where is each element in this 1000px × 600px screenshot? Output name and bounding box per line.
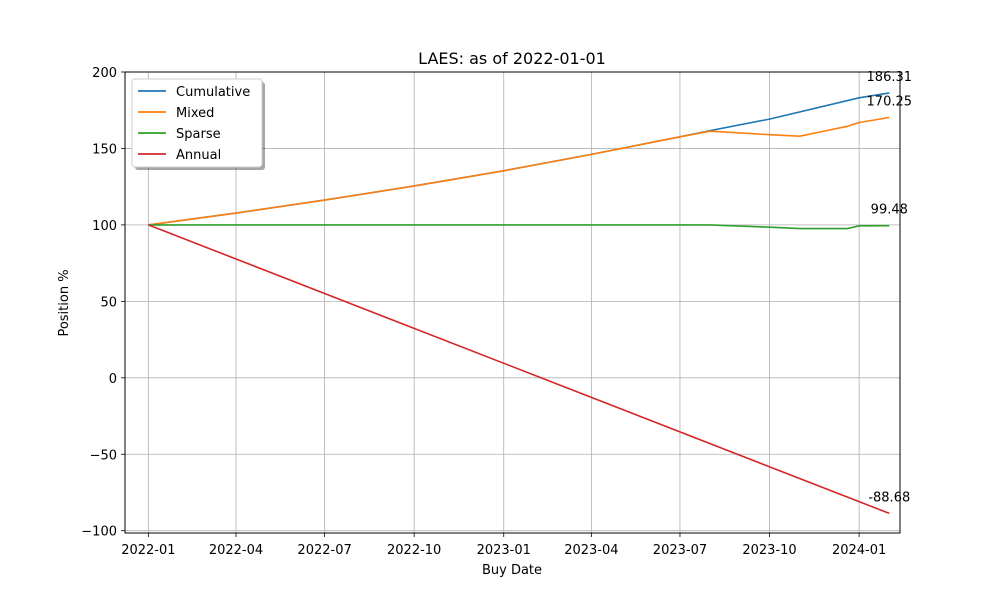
series-line-annual xyxy=(148,224,890,515)
series-line-sparse xyxy=(148,224,890,230)
x-axis-label: Buy Date xyxy=(482,563,542,578)
y-tick-label: 100 xyxy=(92,219,117,234)
legend-box xyxy=(131,78,263,168)
legend-label-sparse: Sparse xyxy=(176,127,221,142)
y-axis-label: Position % xyxy=(57,269,72,336)
y-tick-label: −50 xyxy=(90,448,117,463)
x-tick-label: 2023-01 xyxy=(477,543,531,558)
x-tick-label: 2023-10 xyxy=(742,543,796,558)
plot-frame xyxy=(124,71,901,534)
end-label-cumulative: 186.31 xyxy=(867,70,913,85)
legend: Cumulative Mixed Sparse Annual xyxy=(131,78,265,170)
y-tick-label: 0 xyxy=(109,372,117,387)
x-tick-label: 2023-04 xyxy=(564,543,618,558)
end-label-mixed: 170.25 xyxy=(867,94,913,109)
x-tick-label: 2022-04 xyxy=(209,543,263,558)
y-tick-label: −100 xyxy=(81,525,117,540)
legend-label-annual: Annual xyxy=(176,148,221,163)
legend-label-cumulative: Cumulative xyxy=(176,85,250,100)
series-line-mixed xyxy=(148,116,890,226)
series-lines xyxy=(148,92,890,515)
legend-label-mixed: Mixed xyxy=(176,106,214,121)
x-tick-label: 2024-01 xyxy=(832,543,886,558)
x-tick-label: 2022-01 xyxy=(121,543,175,558)
y-tick-label: 150 xyxy=(92,142,117,157)
axis-ticks: 2022-01 2022-04 2022-07 2022-10 2023-01 2023-… xyxy=(81,66,886,558)
y-tick-label: 200 xyxy=(92,66,117,81)
x-tick-label: 2022-10 xyxy=(387,543,441,558)
x-tick-label: 2022-07 xyxy=(297,543,351,558)
end-label-annual: -88.68 xyxy=(868,490,910,505)
y-tick-label: 50 xyxy=(100,295,117,310)
chart-title: LAES: as of 2022-01-01 xyxy=(418,49,606,68)
end-label-sparse: 99.48 xyxy=(871,203,908,218)
x-tick-label: 2023-07 xyxy=(653,543,707,558)
